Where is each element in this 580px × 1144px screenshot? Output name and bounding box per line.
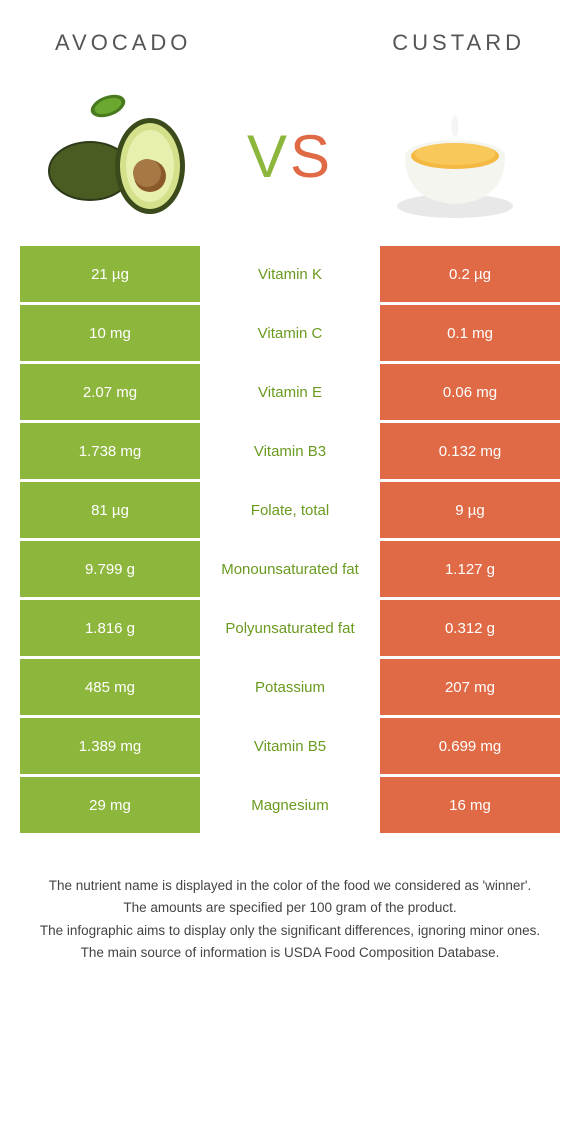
left-value-cell: 29 mg	[20, 777, 200, 833]
nutrient-name-cell: Vitamin B3	[200, 423, 380, 479]
footer-notes: The nutrient name is displayed in the co…	[0, 836, 580, 985]
nutrient-name-cell: Vitamin K	[200, 246, 380, 302]
left-value-cell: 485 mg	[20, 659, 200, 715]
right-value-cell: 0.132 mg	[380, 423, 560, 479]
right-value-cell: 0.2 µg	[380, 246, 560, 302]
footer-line: The amounts are specified per 100 gram o…	[30, 898, 550, 918]
nutrient-name-cell: Vitamin B5	[200, 718, 380, 774]
left-value-cell: 2.07 mg	[20, 364, 200, 420]
right-value-cell: 16 mg	[380, 777, 560, 833]
table-row: 29 mgMagnesium16 mg	[20, 777, 560, 833]
nutrient-name-cell: Vitamin E	[200, 364, 380, 420]
table-row: 1.389 mgVitamin B50.699 mg	[20, 718, 560, 774]
table-row: 10 mgVitamin C0.1 mg	[20, 305, 560, 361]
table-row: 1.816 gPolyunsaturated fat0.312 g	[20, 600, 560, 656]
right-value-cell: 0.06 mg	[380, 364, 560, 420]
custard-image	[370, 86, 540, 226]
table-row: 21 µgVitamin K0.2 µg	[20, 246, 560, 302]
left-value-cell: 1.738 mg	[20, 423, 200, 479]
right-value-cell: 207 mg	[380, 659, 560, 715]
right-value-cell: 0.1 mg	[380, 305, 560, 361]
left-food-title: Avocado	[55, 30, 191, 56]
left-value-cell: 81 µg	[20, 482, 200, 538]
right-value-cell: 0.312 g	[380, 600, 560, 656]
vs-label: VS	[247, 122, 333, 191]
table-row: 2.07 mgVitamin E0.06 mg	[20, 364, 560, 420]
nutrient-table: 21 µgVitamin K0.2 µg10 mgVitamin C0.1 mg…	[0, 246, 580, 833]
footer-line: The main source of information is USDA F…	[30, 943, 550, 963]
table-row: 1.738 mgVitamin B30.132 mg	[20, 423, 560, 479]
nutrient-name-cell: Magnesium	[200, 777, 380, 833]
nutrient-name-cell: Polyunsaturated fat	[200, 600, 380, 656]
images-row: VS	[0, 76, 580, 246]
left-value-cell: 9.799 g	[20, 541, 200, 597]
nutrient-name-cell: Potassium	[200, 659, 380, 715]
right-food-title: Custard	[392, 30, 525, 56]
vs-v: V	[247, 123, 290, 190]
header: Avocado Custard	[0, 0, 580, 76]
table-row: 81 µgFolate, total9 µg	[20, 482, 560, 538]
nutrient-name-cell: Folate, total	[200, 482, 380, 538]
footer-line: The nutrient name is displayed in the co…	[30, 876, 550, 896]
right-value-cell: 9 µg	[380, 482, 560, 538]
left-value-cell: 1.816 g	[20, 600, 200, 656]
table-row: 9.799 gMonounsaturated fat1.127 g	[20, 541, 560, 597]
footer-line: The infographic aims to display only the…	[30, 921, 550, 941]
left-value-cell: 1.389 mg	[20, 718, 200, 774]
avocado-image	[40, 86, 210, 226]
table-row: 485 mgPotassium207 mg	[20, 659, 560, 715]
right-value-cell: 1.127 g	[380, 541, 560, 597]
vs-s: S	[290, 123, 333, 190]
left-value-cell: 21 µg	[20, 246, 200, 302]
left-value-cell: 10 mg	[20, 305, 200, 361]
nutrient-name-cell: Monounsaturated fat	[200, 541, 380, 597]
nutrient-name-cell: Vitamin C	[200, 305, 380, 361]
right-value-cell: 0.699 mg	[380, 718, 560, 774]
